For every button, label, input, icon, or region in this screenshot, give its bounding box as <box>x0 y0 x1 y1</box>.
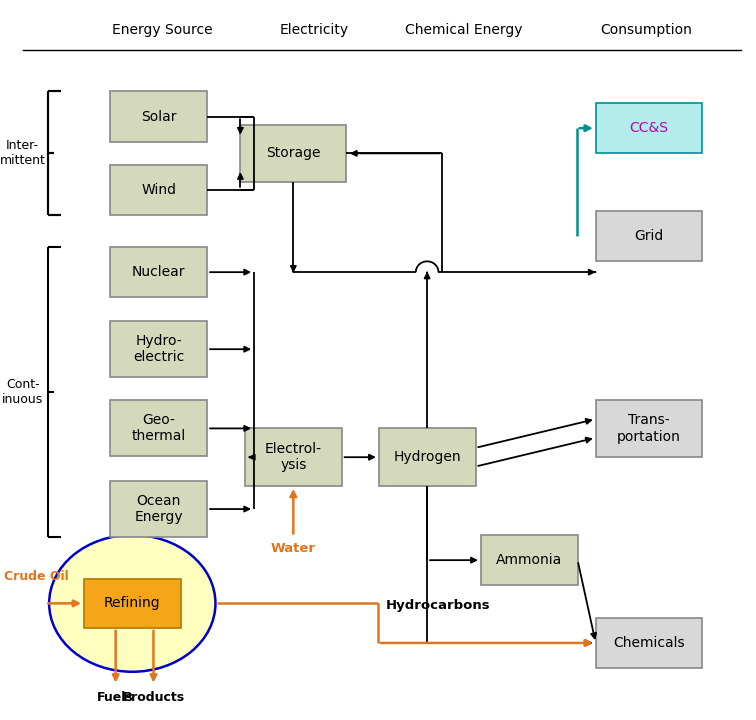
Text: Electrol-
ysis: Electrol- ysis <box>265 442 322 472</box>
Text: Solar: Solar <box>141 109 176 124</box>
Text: Consumption: Consumption <box>600 23 692 37</box>
FancyBboxPatch shape <box>110 165 207 215</box>
Text: Crude Oil: Crude Oil <box>4 570 69 582</box>
FancyBboxPatch shape <box>596 400 702 457</box>
FancyBboxPatch shape <box>481 535 578 585</box>
FancyBboxPatch shape <box>84 579 181 628</box>
FancyBboxPatch shape <box>596 103 702 153</box>
Text: Nuclear: Nuclear <box>132 265 185 279</box>
Text: Inter-
mittent: Inter- mittent <box>0 140 45 167</box>
FancyBboxPatch shape <box>240 125 346 182</box>
Text: Energy Source: Energy Source <box>112 23 213 37</box>
FancyBboxPatch shape <box>596 618 702 668</box>
Text: Refining: Refining <box>104 596 160 611</box>
FancyBboxPatch shape <box>110 91 207 142</box>
Text: Hydrogen: Hydrogen <box>393 450 461 464</box>
Text: Ammonia: Ammonia <box>496 553 562 567</box>
FancyBboxPatch shape <box>110 481 207 537</box>
Text: Water: Water <box>271 542 316 555</box>
FancyBboxPatch shape <box>596 211 702 261</box>
Text: Fuels: Fuels <box>98 691 134 704</box>
Text: Electricity: Electricity <box>279 23 349 37</box>
Text: Cont-
inuous: Cont- inuous <box>2 378 43 406</box>
Text: Hydro-
electric: Hydro- electric <box>133 334 184 364</box>
Text: Wind: Wind <box>141 183 176 197</box>
Text: Chemicals: Chemicals <box>613 636 684 650</box>
Text: Products: Products <box>122 691 184 704</box>
Text: Chemical Energy: Chemical Energy <box>404 23 522 37</box>
FancyBboxPatch shape <box>245 428 342 486</box>
Text: CC&S: CC&S <box>629 121 668 135</box>
Text: Trans-
portation: Trans- portation <box>617 413 680 444</box>
Text: Hydrocarbons: Hydrocarbons <box>386 598 490 612</box>
FancyBboxPatch shape <box>110 321 207 377</box>
FancyBboxPatch shape <box>110 400 207 456</box>
Text: Ocean
Energy: Ocean Energy <box>135 494 183 524</box>
Text: Geo-
thermal: Geo- thermal <box>132 413 186 444</box>
Text: Storage: Storage <box>266 146 321 161</box>
Ellipse shape <box>49 535 215 672</box>
Text: Grid: Grid <box>634 229 663 243</box>
FancyBboxPatch shape <box>110 247 207 297</box>
FancyBboxPatch shape <box>379 428 476 486</box>
